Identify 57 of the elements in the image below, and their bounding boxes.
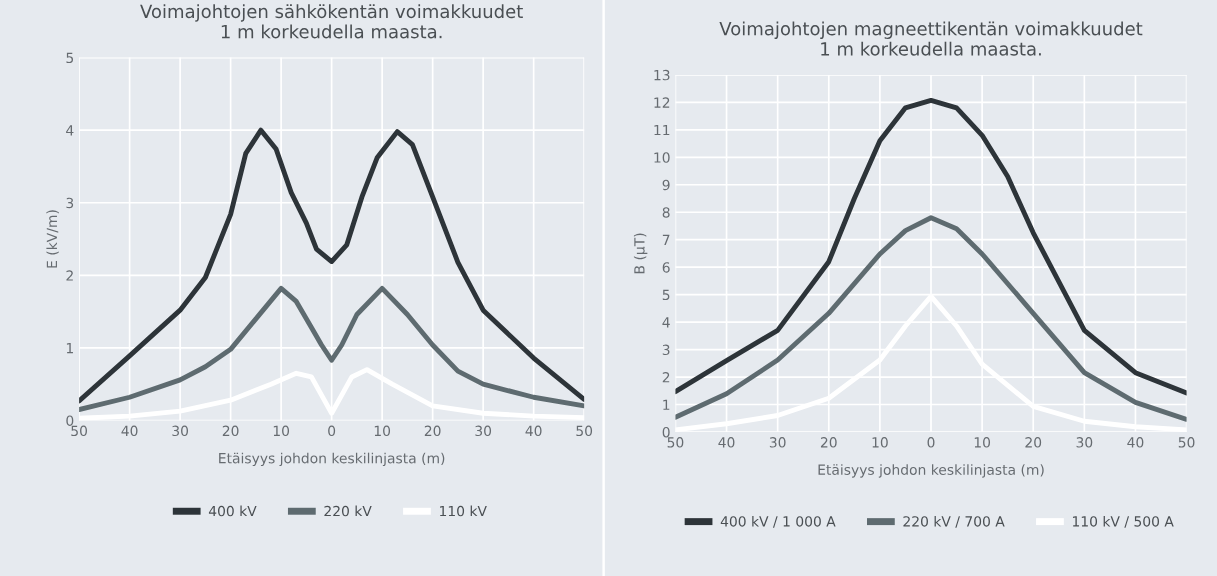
chart-title: Voimajohtojen magneettikentän voimakkuudet 1 m korkeudella maasta. <box>719 21 1143 56</box>
x-tick-label: 40 <box>718 437 735 448</box>
y-tick-label: 0 <box>66 415 74 426</box>
legend-label: 110 kV / 500 A <box>1072 515 1174 528</box>
line-series <box>675 215 1187 422</box>
line-series <box>79 285 585 413</box>
x-tick-label: 10 <box>273 425 290 437</box>
x-tick-label: 50 <box>71 425 88 437</box>
x-tick-label: 40 <box>121 425 138 437</box>
x-tick-label: 10 <box>374 425 391 437</box>
legend-label: 400 kV <box>208 505 257 517</box>
legend-label: 220 kV <box>324 505 372 517</box>
x-tick-label: 40 <box>1127 437 1144 448</box>
x-tick-label: 40 <box>525 425 542 437</box>
y-tick-label: 1 <box>663 399 670 410</box>
x-tick-label: 20 <box>1025 437 1042 448</box>
line-series <box>675 98 1187 396</box>
x-tick-label: 20 <box>424 425 441 437</box>
x-tick-label: 50 <box>576 425 593 437</box>
x-tick-label: 0 <box>328 425 336 437</box>
legend-label: 400 kV / 1 000 A <box>720 515 836 528</box>
line-series <box>79 127 585 404</box>
y-tick-label: 12 <box>654 97 670 108</box>
y-tick-label: 3 <box>662 344 670 356</box>
y-tick-label: 2 <box>662 372 670 383</box>
y-tick-label: 10 <box>654 152 670 163</box>
y-tick-label: 9 <box>662 179 670 191</box>
x-tick-label: 10 <box>974 437 991 448</box>
y-tick-label: 8 <box>662 207 670 218</box>
y-tick-label: 6 <box>662 262 670 273</box>
x-tick-label: 0 <box>927 437 935 448</box>
x-tick-label: 30 <box>769 437 786 448</box>
y-tick-label: 11 <box>654 124 670 136</box>
x-axis-title: Etäisyys johdon keskilinjasta (m) <box>219 452 445 467</box>
x-tick-label: 20 <box>222 425 239 437</box>
x-tick-label: 50 <box>667 437 684 448</box>
x-tick-label: 50 <box>1178 437 1195 448</box>
y-tick-label: 5 <box>66 52 74 64</box>
y-tick-label: 4 <box>662 317 670 328</box>
legend-label: 110 kV <box>440 505 487 517</box>
y-tick-label: 13 <box>654 69 670 81</box>
chart-title: Voimajohtojen sähkökentän voimakkuudet 1 m korkeudella maasta. <box>140 4 523 39</box>
x-tick-label: 30 <box>1076 437 1093 448</box>
x-tick-label: 10 <box>872 437 888 448</box>
y-tick-label: 4 <box>66 125 74 136</box>
x-tick-label: 30 <box>475 425 492 437</box>
y-tick-label: 1 <box>66 343 73 354</box>
x-tick-label: 20 <box>820 437 837 448</box>
y-axis-title: E (kV/m) <box>46 210 59 268</box>
y-tick-label: 5 <box>662 289 670 301</box>
y-tick-label: 7 <box>662 234 670 245</box>
x-tick-label: 30 <box>172 425 189 437</box>
y-axis-title: B (µT) <box>633 233 648 274</box>
y-tick-label: 3 <box>66 197 74 209</box>
y-tick-label: 2 <box>66 270 73 281</box>
legend-label: 220 kV / 700 A <box>903 515 1005 528</box>
x-axis-title: Etäisyys johdon keskilinjasta (m) <box>818 464 1044 478</box>
